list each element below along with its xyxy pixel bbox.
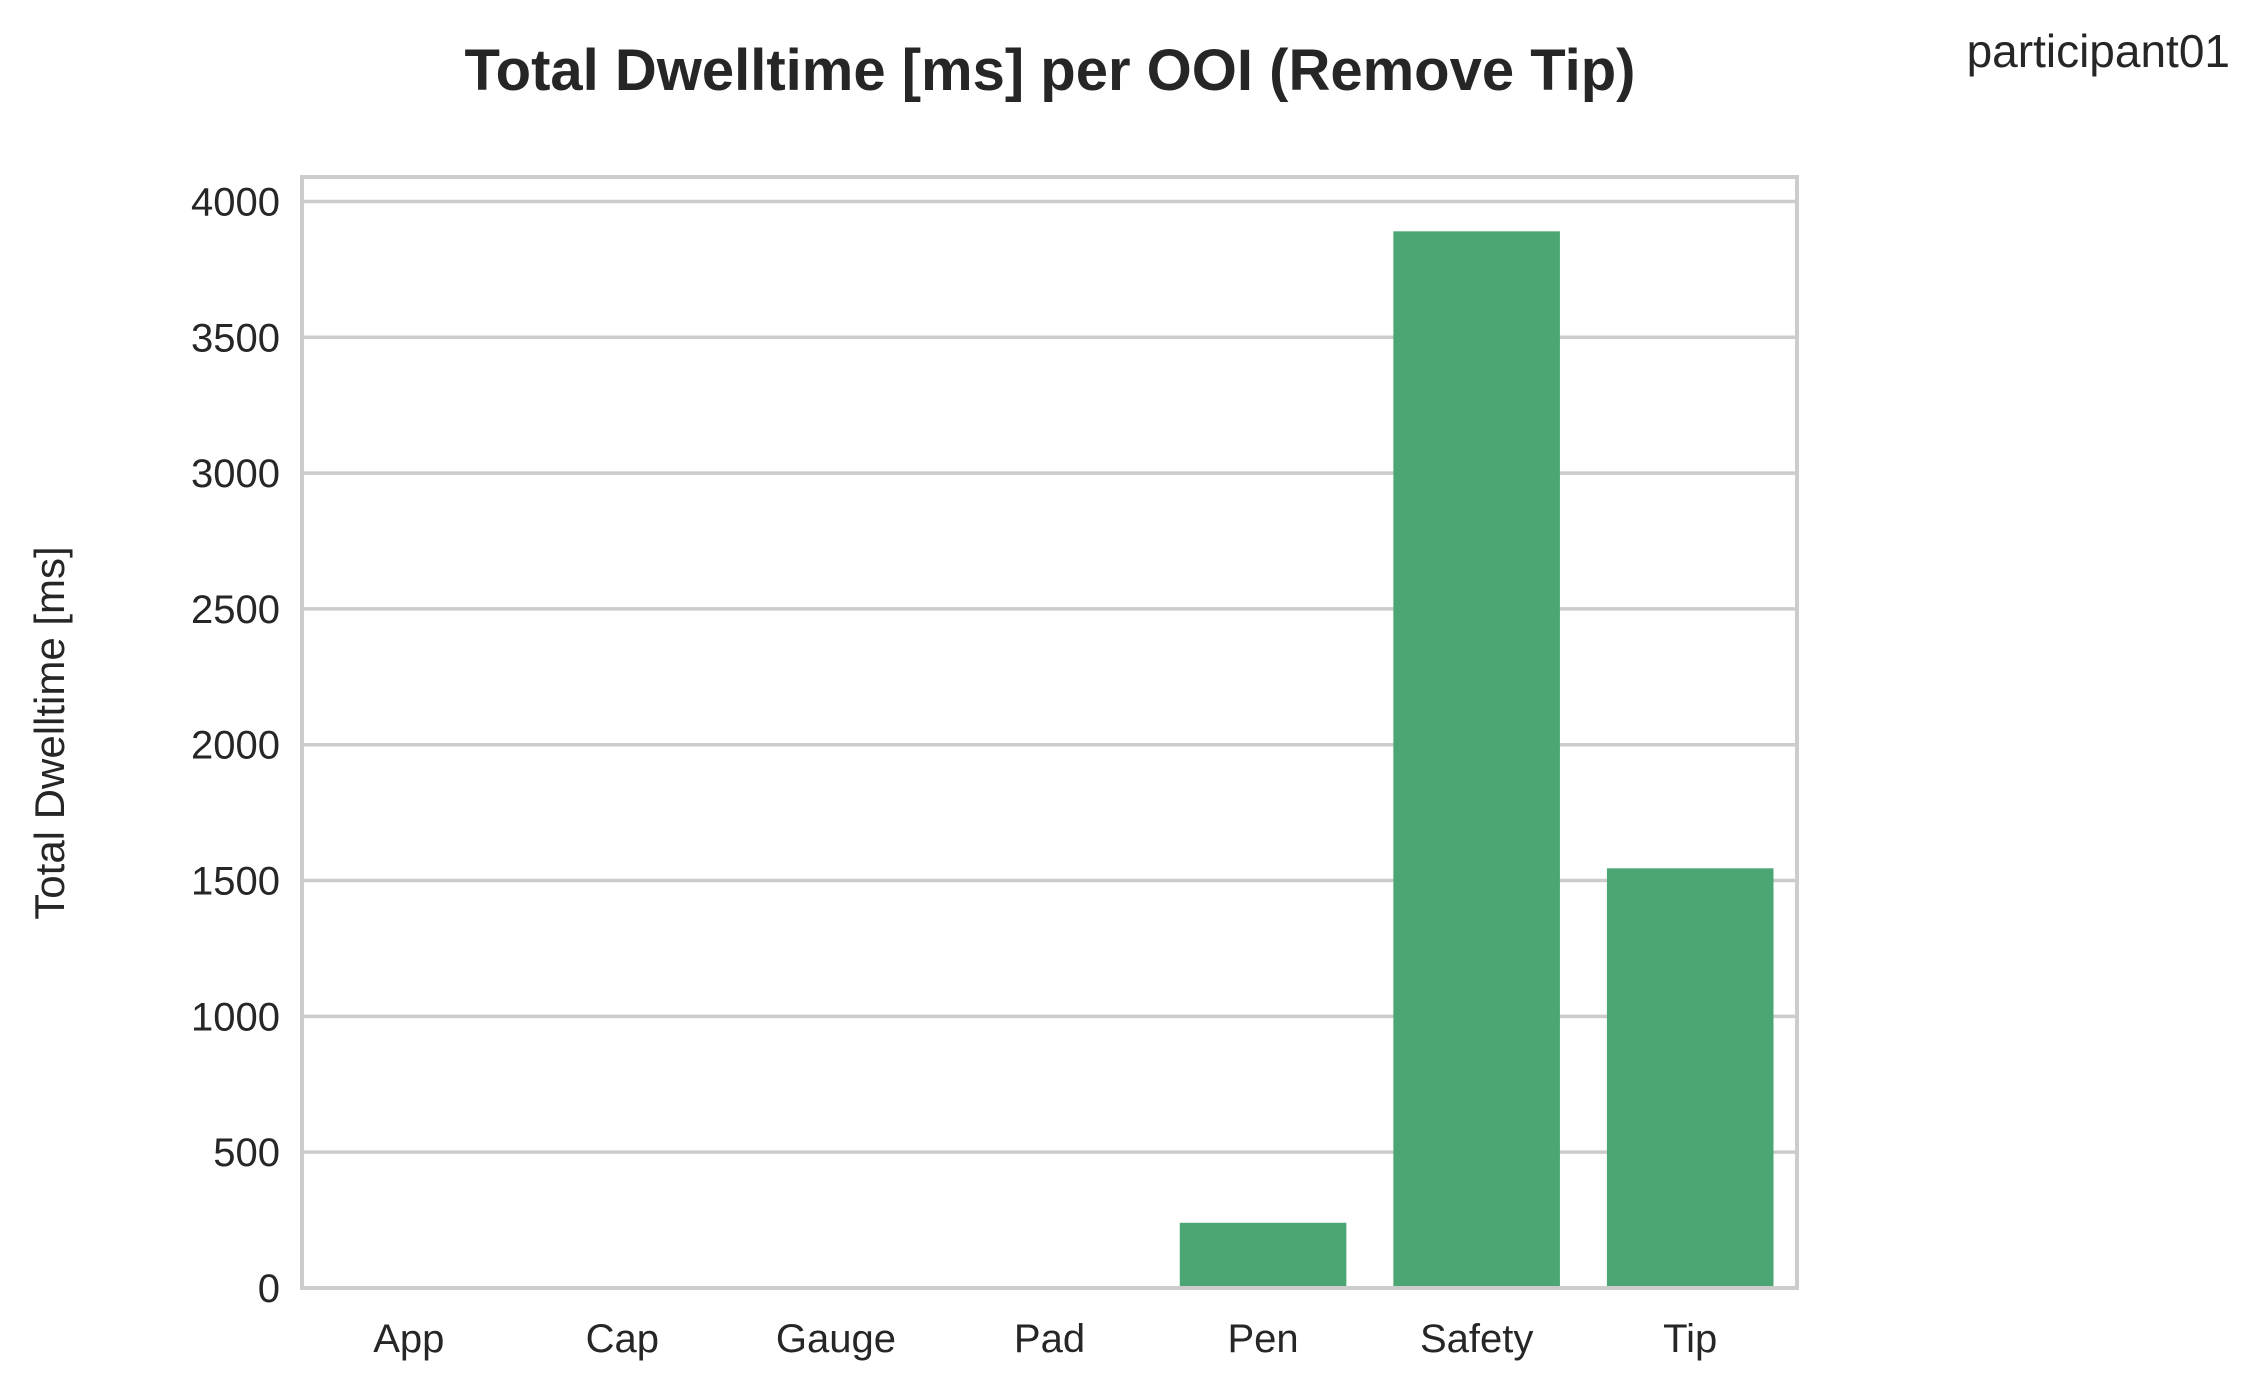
y-axis-label: Total Dwelltime [ms]	[26, 546, 73, 919]
x-tick-label: Pad	[1014, 1317, 1085, 1361]
y-tick-label: 4000	[191, 180, 280, 224]
x-tick-label: Pen	[1227, 1317, 1298, 1361]
x-tick-label: Cap	[586, 1317, 659, 1361]
gridlines	[302, 199, 1797, 1290]
x-tick-label: Gauge	[776, 1317, 896, 1361]
plot-frame	[300, 175, 1799, 1290]
y-tick-label: 3000	[191, 452, 280, 496]
y-tick-labels: 0 500 1000 1500 2000 2500 3000 3500 4000	[191, 180, 280, 1311]
y-tick-label: 1000	[191, 995, 280, 1039]
y-tick-label: 3500	[191, 316, 280, 360]
bar-tip	[1606, 868, 1774, 1288]
x-tick-label: Tip	[1663, 1317, 1717, 1361]
participant-label: participant01	[1967, 25, 2230, 77]
y-tick-label: 0	[258, 1267, 280, 1311]
y-tick-label: 2500	[191, 588, 280, 632]
bar-safety	[1393, 231, 1560, 1288]
y-tick-label: 500	[213, 1131, 280, 1175]
y-tick-label: 1500	[191, 860, 280, 904]
x-tick-labels: App Cap Gauge Pad Pen Safety Tip	[373, 1317, 1717, 1361]
y-tick-label: 2000	[191, 724, 280, 768]
chart-title: Total Dwelltime [ms] per OOI (Remove Tip…	[465, 38, 1636, 103]
x-tick-label: Safety	[1420, 1317, 1533, 1361]
x-tick-label: App	[373, 1317, 444, 1361]
bars	[1179, 231, 1774, 1288]
bar-pen	[1179, 1222, 1347, 1288]
